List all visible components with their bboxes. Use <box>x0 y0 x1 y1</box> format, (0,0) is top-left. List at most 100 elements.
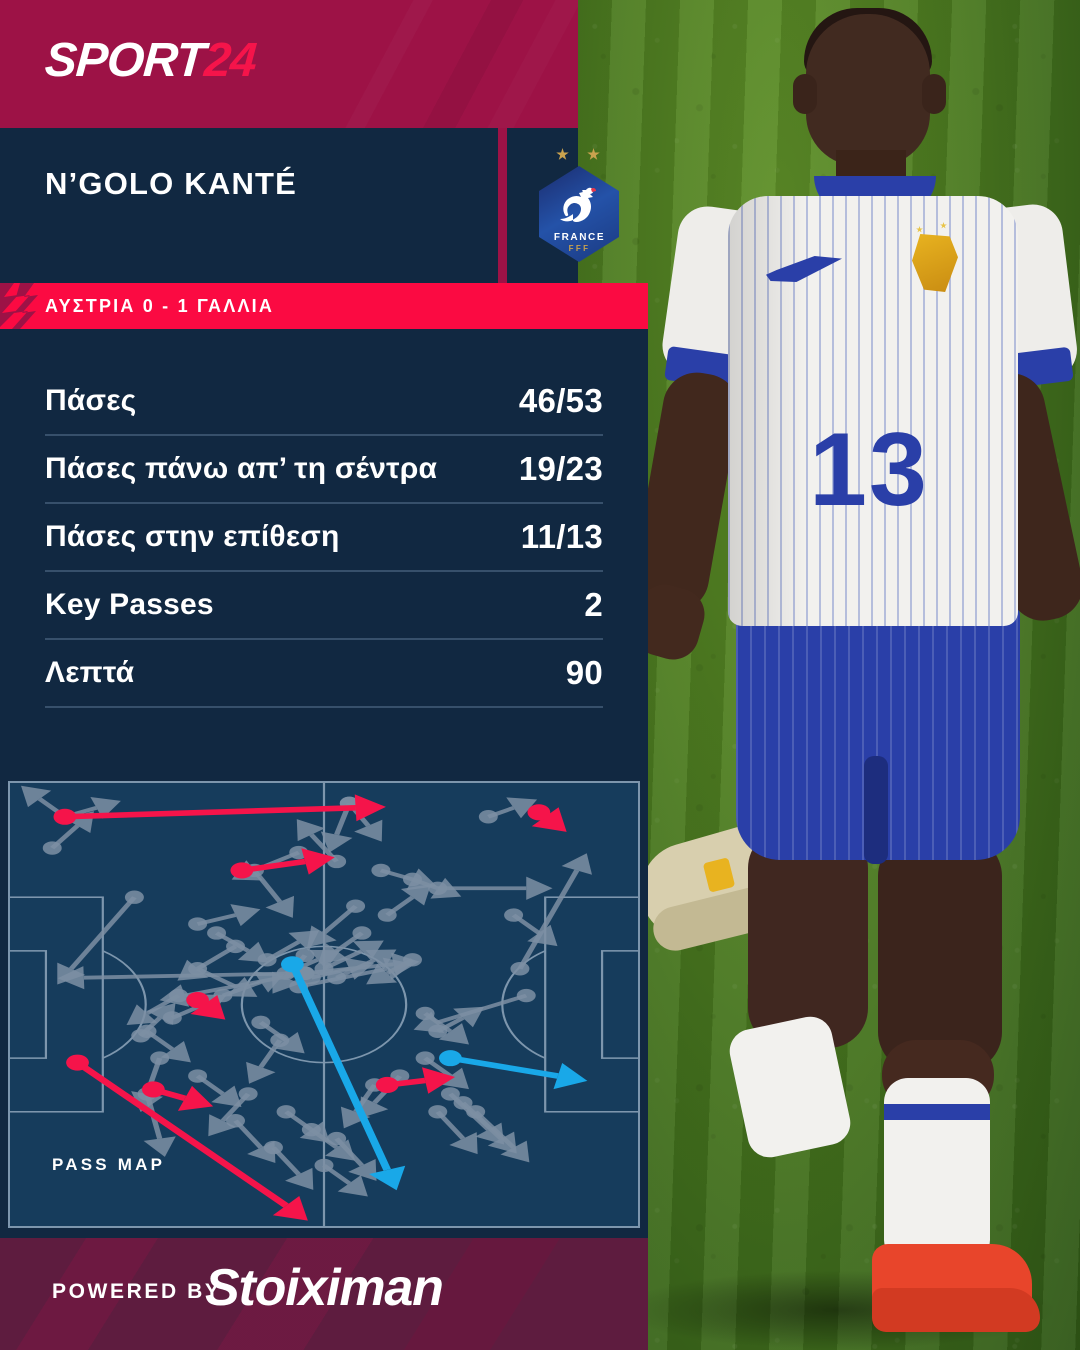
pass-arrowhead-completed <box>506 797 538 819</box>
pass-origin-completed <box>346 899 366 913</box>
pass-origin-completed <box>415 1006 435 1021</box>
pass-line-key_pass <box>449 1055 559 1079</box>
pass-origin-completed <box>137 1024 157 1039</box>
pass-origin-completed <box>207 926 227 940</box>
pass-arrowhead-completed <box>57 966 85 990</box>
pass-arrowhead-failed <box>177 1085 214 1111</box>
panel-divider <box>498 128 507 283</box>
pass-arrowhead-completed <box>354 819 383 842</box>
pass-arrowhead-completed <box>438 1023 469 1045</box>
pass-origin-completed <box>504 908 524 922</box>
jersey-number: 13 <box>809 412 929 528</box>
pass-origin-completed <box>270 1033 290 1047</box>
pass-origin-failed <box>186 991 209 1009</box>
pass-origin-completed <box>352 926 372 940</box>
pass-arrowhead-completed <box>449 1132 478 1155</box>
pass-arrowhead-completed <box>230 904 261 927</box>
player-left-thigh <box>748 828 868 1048</box>
shorts-split <box>864 756 888 864</box>
pass-origin-completed <box>188 1069 208 1083</box>
pass-origin-completed <box>516 988 536 1003</box>
pass-origin-completed <box>226 1114 245 1128</box>
crest-star-1-icon <box>556 148 569 160</box>
pass-map-panel <box>0 769 648 1238</box>
pass-arrowhead-completed <box>526 876 553 900</box>
pass-origin-completed <box>238 1087 258 1101</box>
pass-arrowhead-completed <box>400 884 432 906</box>
stat-value: 19/23 <box>518 450 603 487</box>
stat-label: Πάσες στην επίθεση <box>45 520 340 553</box>
pass-origin-completed <box>188 962 208 976</box>
pass-arrowhead-failed <box>531 807 567 832</box>
pass-arrowhead-failed <box>422 1067 456 1094</box>
pass-arrowhead-completed <box>348 1158 377 1181</box>
stat-row: Πάσες πάνω απ’ τη σέντρα 19/23 <box>45 436 603 504</box>
stat-row: Πάσες 46/53 <box>45 368 603 436</box>
pass-origin-completed <box>453 1096 473 1110</box>
crest-country-label: FRANCE <box>553 232 606 243</box>
pass-origin-completed <box>415 1051 435 1065</box>
sponsor-logo[interactable]: Stoiximan <box>205 1259 444 1317</box>
pass-arrows <box>21 785 593 1221</box>
pass-origin-completed <box>478 810 498 824</box>
pass-origin-failed <box>53 808 77 825</box>
pass-origin-completed <box>188 917 208 931</box>
pass-origin-key_pass <box>281 956 304 973</box>
pass-origin-completed <box>403 953 422 967</box>
pass-arrowhead-failed <box>301 848 335 875</box>
player-right-thigh <box>878 836 1002 1072</box>
pass-arrowhead-key_pass <box>553 1062 588 1090</box>
pass-arrowhead-completed <box>146 1003 176 1025</box>
stat-label: Πάσες πάνω απ’ τη σέντρα <box>45 452 438 485</box>
pass-map-title: PASS MAP <box>52 1155 166 1174</box>
pass-origin-failed <box>527 804 551 821</box>
pass-line-failed <box>64 805 356 820</box>
pass-arrowhead-completed <box>285 1167 314 1190</box>
pass-arrowhead-completed <box>274 1032 305 1054</box>
pass-arrowhead-completed <box>21 785 52 808</box>
score-bar <box>0 283 648 329</box>
brand-header <box>0 0 578 128</box>
pass-arrowhead-completed <box>320 831 353 853</box>
stat-row: Λεπτά 90 <box>45 640 603 708</box>
rooster-icon <box>560 187 596 222</box>
pass-arrowhead-completed <box>561 853 593 875</box>
pass-line-completed <box>68 896 137 970</box>
pass-origin-failed <box>141 1081 165 1098</box>
pass-arrowhead-completed <box>365 949 397 970</box>
pass-arrowhead-completed <box>475 1122 505 1145</box>
pass-arrowhead-completed <box>143 1136 176 1157</box>
stat-row: Key Passes 2 <box>45 572 603 640</box>
pass-arrowhead-failed <box>354 794 386 822</box>
player-name: N’GOLO KANTÉ <box>45 166 298 201</box>
stat-row: Πάσες στην επίθεση 11/13 <box>45 504 603 572</box>
pass-origin-completed <box>251 1015 271 1030</box>
pass-arrowhead-completed <box>438 1067 469 1090</box>
pass-arrowhead-completed <box>337 1175 368 1197</box>
crest-federation-label: FFF <box>568 244 591 253</box>
pass-origin-completed <box>371 863 391 878</box>
jersey-pinstripes <box>728 196 1018 626</box>
pass-origin-completed <box>42 841 62 855</box>
pass-arrowhead-completed <box>126 1004 158 1026</box>
france-crest: FRANCE FFF <box>531 148 628 266</box>
stat-value: 90 <box>565 654 603 691</box>
pass-arrowhead-failed <box>190 995 226 1020</box>
pass-origin-completed <box>466 1105 486 1119</box>
sport24-logo[interactable]: SPORT24 <box>43 34 258 87</box>
player-photo: 13 <box>578 0 1080 1350</box>
stat-label: Πάσες <box>45 384 137 417</box>
pass-origin-completed <box>327 970 347 985</box>
pass-arrowhead-completed <box>366 963 398 985</box>
stat-value: 46/53 <box>518 382 603 419</box>
pass-arrowhead-completed <box>208 1114 237 1137</box>
pass-arrowhead-completed <box>246 1061 276 1084</box>
stat-value: 11/13 <box>520 518 603 555</box>
score-bar-wrap: ΑΥΣΤΡΙΑ 0 - 1 ΓΑΛΛΙΑ <box>0 283 648 329</box>
player-name-panel <box>0 128 498 283</box>
pass-origin-completed <box>226 939 245 954</box>
header-pattern <box>0 0 578 128</box>
pass-line-completed <box>517 869 580 970</box>
pass-arrowhead-completed <box>265 895 295 918</box>
